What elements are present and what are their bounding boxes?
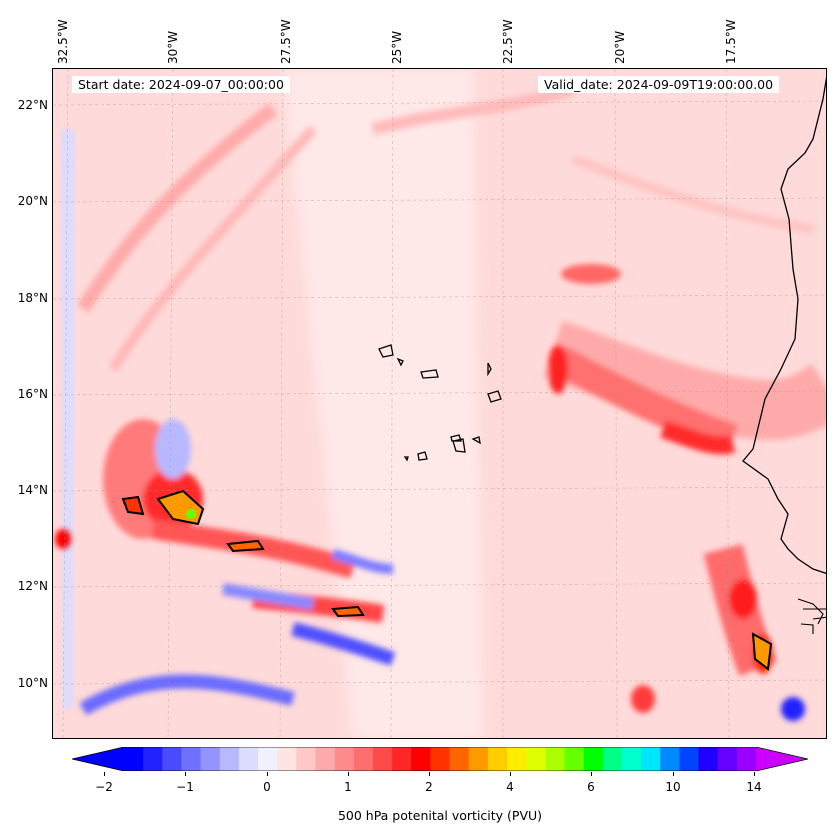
cb-tickmark (591, 772, 592, 776)
colorbar-segment (641, 747, 661, 771)
lat-label-18n: 18°N (17, 291, 48, 305)
colorbar-segment (181, 747, 202, 771)
colorbar-segment (545, 747, 565, 771)
colorbar-label: 500 hPa potenital vorticity (PVU) (337, 808, 543, 823)
colorbar-segment (679, 747, 700, 771)
colorbar-segment (334, 747, 355, 771)
lon-label-text: 22.5°W (501, 19, 515, 64)
cb-tick-label: 14 (746, 780, 762, 794)
colorbar-segment (468, 747, 489, 771)
cb-tickmark (429, 772, 430, 776)
colorbar-segment (411, 747, 431, 771)
colorbar-segment (392, 747, 412, 771)
lat-label-16n: 16°N (17, 387, 48, 401)
lat-label-22n: 22°N (17, 98, 48, 112)
pv-low-band (283, 69, 483, 738)
pv-northwest-streaks (77, 83, 814, 372)
colorbar-segment (583, 747, 604, 771)
colorbar-segment (602, 747, 623, 771)
pv-high-core (121, 489, 365, 618)
cb-tick-label: 6 (587, 780, 595, 794)
colorbar-segment (258, 747, 278, 771)
lon-label-27-5w: 27.5°W (279, 0, 295, 64)
valid-date-label: Valid_date: 2024-09-09T19:00:00.00 (538, 76, 780, 93)
cb-tickmark (185, 772, 186, 776)
colorbar-segment (296, 747, 317, 771)
start-date-label: Start date: 2024-09-07_00:00:00 (72, 76, 290, 93)
cb-tick-label: 1 (344, 780, 352, 794)
cb-tick-label: −2 (95, 780, 113, 794)
colorbar-segment (277, 747, 297, 771)
colorbar (72, 747, 808, 771)
colorbar-segment (507, 747, 527, 771)
cb-tickmark (348, 772, 349, 776)
colorbar-segment (449, 747, 470, 771)
colorbar-segment (372, 747, 393, 771)
pv-west-low (61, 129, 75, 709)
lon-label-30w: 30°W (166, 0, 182, 64)
colorbar-segment (315, 747, 336, 771)
colorbar-segment (487, 747, 508, 771)
colorbar-segment (238, 747, 259, 771)
pv-ne-maximum (543, 264, 826, 455)
gridlines (53, 69, 826, 738)
lon-label-text: 25°W (390, 30, 404, 64)
cb-tick-label: 10 (665, 780, 681, 794)
coastline-africa (742, 77, 826, 575)
lon-label-17-5w: 17.5°W (724, 0, 740, 64)
lon-label-25w: 25°W (390, 0, 406, 64)
coastline-islands-guinea (797, 598, 826, 634)
lat-label-12n: 12°N (17, 579, 48, 593)
colorbar-over-triangle (756, 747, 808, 771)
colorbar-segment (124, 747, 144, 771)
cb-tickmark (267, 772, 268, 776)
cb-tickmark (754, 772, 755, 776)
pv-se-core (751, 632, 773, 671)
lat-label-20n: 20°N (17, 194, 48, 208)
lon-label-22-5w: 22.5°W (501, 0, 517, 64)
pv-map (52, 68, 827, 739)
lat-label-14n: 14°N (17, 483, 48, 497)
cb-tickmark (673, 772, 674, 776)
colorbar-segment (698, 747, 719, 771)
lon-label-text: 17.5°W (724, 19, 738, 64)
cb-tick-label: −1 (176, 780, 194, 794)
cb-tickmark (510, 772, 511, 776)
pv-field-svg (53, 69, 826, 738)
colorbar-segment (621, 747, 642, 771)
colorbar-segment (162, 747, 182, 771)
cb-tickmark (104, 772, 105, 776)
colorbar-segment (736, 747, 757, 771)
colorbar-segment (564, 747, 585, 771)
colorbar-segment (526, 747, 546, 771)
colorbar-segment (717, 747, 738, 771)
lon-label-text: 30°W (166, 30, 180, 64)
islands-cape-verde (378, 344, 502, 462)
lat-label-10n: 10°N (17, 676, 48, 690)
colorbar-segment (660, 747, 680, 771)
colorbar-segment (430, 747, 451, 771)
lon-label-text: 27.5°W (279, 19, 293, 64)
colorbar-segment (200, 747, 221, 771)
colorbar-segment (219, 747, 240, 771)
lon-label-20w: 20°W (613, 0, 629, 64)
lon-label-32-5w: 32.5°W (56, 0, 72, 64)
colorbar-under-triangle (72, 747, 124, 771)
lon-label-text: 20°W (613, 30, 627, 64)
lon-label-text: 32.5°W (56, 19, 70, 64)
colorbar-segment (143, 747, 163, 771)
cb-tick-label: 2 (425, 780, 433, 794)
colorbar-segment (353, 747, 374, 771)
cb-tick-label: 4 (506, 780, 514, 794)
cb-tick-label: 0 (263, 780, 271, 794)
